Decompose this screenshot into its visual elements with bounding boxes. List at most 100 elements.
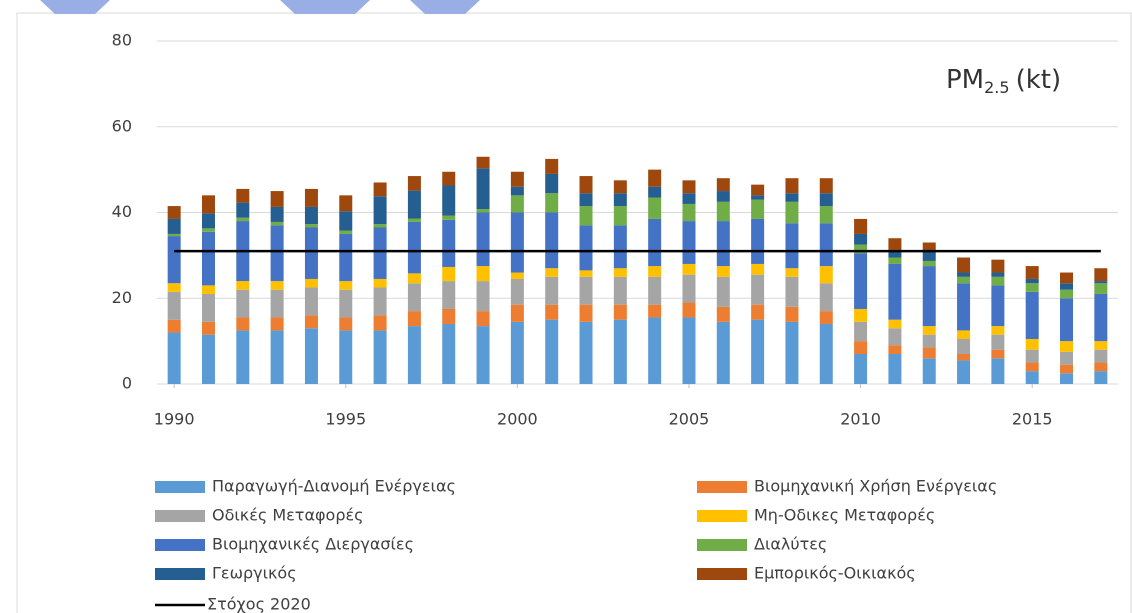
bar-segment	[476, 168, 490, 210]
bar-segment	[201, 231, 215, 286]
bar-segment	[751, 319, 765, 384]
y-tick-label: 40	[112, 202, 132, 221]
bar-segment	[304, 328, 318, 384]
bar-segment	[545, 158, 559, 174]
legend-label: Γεωργικός	[212, 564, 297, 583]
bar-segment	[648, 317, 662, 384]
bar-segment	[991, 358, 1005, 384]
bar-segment	[167, 233, 181, 237]
bar-segment	[751, 199, 765, 219]
legend-swatch	[155, 568, 205, 580]
bar-segment	[476, 156, 490, 169]
bar-segment	[888, 345, 902, 354]
bar-segment	[1060, 289, 1074, 299]
bar-segment	[751, 304, 765, 320]
bar-segment	[854, 233, 868, 245]
bar-segment	[510, 304, 524, 322]
bar-segment	[579, 225, 593, 271]
decoration	[280, 0, 370, 14]
bar-segment	[407, 221, 421, 274]
legend-swatch	[155, 539, 205, 551]
y-tick-label: 20	[112, 288, 132, 307]
bar-segment	[785, 193, 799, 202]
bar-segment	[991, 326, 1005, 335]
bar-segment	[270, 330, 284, 384]
bar-segment	[854, 353, 868, 384]
x-tick-label: 2005	[669, 410, 710, 429]
bar-segment	[270, 289, 284, 318]
bar-segment	[854, 253, 868, 309]
bar-segment	[167, 332, 181, 384]
bar-segment	[442, 185, 456, 216]
bar-segment	[579, 321, 593, 384]
bar-segment	[1025, 266, 1039, 279]
bar-segment	[648, 218, 662, 267]
bar-segment	[957, 283, 971, 331]
bar-segment	[716, 221, 730, 267]
bar-segment	[373, 224, 387, 228]
bar-segment	[888, 319, 902, 329]
x-tick-label: 2010	[840, 410, 881, 429]
bar-segment	[957, 338, 971, 354]
bar-segment	[304, 278, 318, 288]
bar-segment	[613, 193, 627, 207]
bar-segment	[304, 227, 318, 279]
bar-segment	[270, 206, 284, 222]
bar-segment	[888, 263, 902, 320]
bar-segment	[751, 218, 765, 264]
bar-segment	[1094, 371, 1108, 384]
bar-segment	[1060, 373, 1074, 384]
bar-segment	[545, 304, 559, 320]
y-tick-label: 60	[112, 116, 132, 135]
bar-segment	[785, 276, 799, 307]
bar-segment	[1025, 291, 1039, 339]
bar-segment	[201, 285, 215, 294]
bar-segment	[648, 276, 662, 305]
bar-segment	[648, 186, 662, 198]
bar-segment	[167, 291, 181, 320]
x-tick-label: 2015	[1012, 410, 1053, 429]
bar-segment	[270, 281, 284, 290]
legend-swatch	[697, 481, 747, 493]
bar-segment	[854, 341, 868, 354]
legend-swatch	[697, 568, 747, 580]
bar-segment	[1025, 278, 1039, 284]
bar-segment	[545, 268, 559, 277]
bar-segment	[339, 233, 353, 282]
bar-segment	[407, 190, 421, 219]
bar-segment	[854, 321, 868, 342]
bar-segment	[304, 315, 318, 329]
bar-segment	[888, 251, 902, 258]
bar-segment	[613, 276, 627, 305]
bar-segment	[716, 306, 730, 322]
title-subscript: 2.5	[984, 78, 1009, 97]
legend-label: Οδικές Μεταφορές	[212, 506, 364, 525]
bar-segment	[751, 274, 765, 305]
bar-segment	[1025, 338, 1039, 350]
bar-segment	[167, 218, 181, 234]
bar-segment	[579, 176, 593, 194]
bar-segment	[785, 223, 799, 269]
bar-segment	[510, 186, 524, 196]
bar-segment	[236, 330, 250, 384]
bar-segment	[236, 217, 250, 222]
bar-segment	[682, 221, 696, 264]
bar-segment	[922, 358, 936, 384]
bar-segment	[236, 317, 250, 331]
bar-segment	[819, 283, 833, 312]
x-tick-label: 1995	[325, 410, 366, 429]
legend-label: Παραγωγή-Διανομή Ενέργειας	[212, 477, 456, 496]
legend-label: Εμπορικός-Οικιακός	[754, 564, 916, 583]
bar-segment	[579, 270, 593, 277]
bar-segment	[785, 306, 799, 322]
bar-segment	[1094, 341, 1108, 350]
bar-segment	[682, 274, 696, 303]
bar-segment	[476, 281, 490, 312]
bar-segment	[1025, 349, 1039, 363]
bar-segment	[613, 319, 627, 384]
bar-segment	[201, 213, 215, 229]
bar-segment	[510, 171, 524, 187]
decoration	[410, 0, 480, 14]
bar-segment	[648, 197, 662, 219]
bar-segment	[1025, 371, 1039, 384]
